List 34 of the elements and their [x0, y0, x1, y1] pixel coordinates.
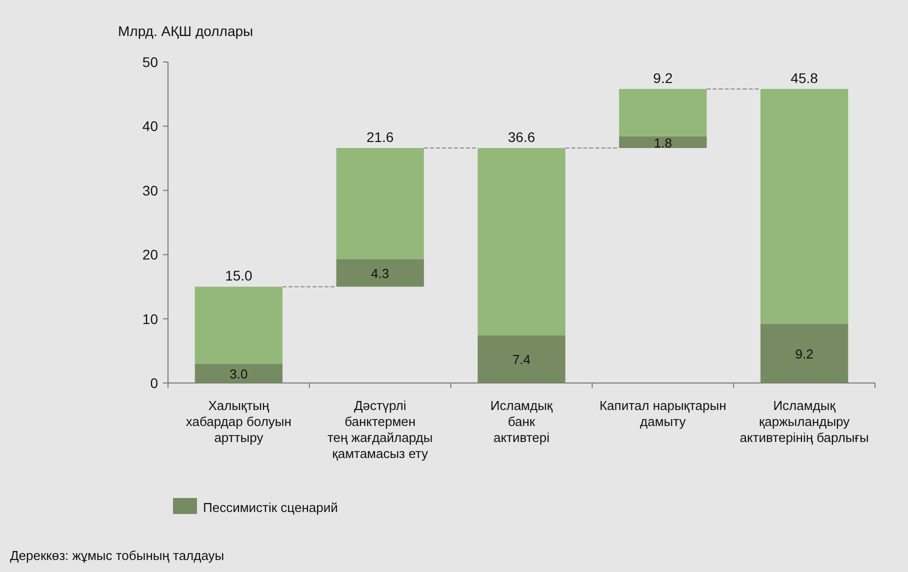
data-label: 7.4	[512, 352, 531, 368]
total-label: 9.2	[653, 70, 673, 86]
x-tick-label: Капитал нарықтарын дамыту	[599, 398, 726, 429]
bar	[478, 148, 566, 336]
y-tick-label: 50	[142, 54, 158, 70]
data-label: 3.0	[230, 366, 248, 382]
y-tick-label: 30	[142, 182, 158, 198]
bar	[478, 335, 566, 383]
y-tick-label: 10	[142, 310, 158, 327]
y-tick-label: 40	[142, 118, 158, 134]
legend-label: Пессимистік сценарий	[203, 500, 338, 515]
x-tick-label: Дәстүрлі банктермен тең жағдайларды қамтамасыз ету	[327, 398, 433, 461]
total-label: 45.8	[790, 70, 818, 86]
bar	[760, 88, 848, 324]
x-tick-label: Исламдық қаржыландыру активтерінің барлығы	[740, 398, 869, 445]
bar	[336, 259, 424, 287]
x-tick-label: Халықтың хабардар болуын арттыру	[186, 398, 292, 445]
text: Дереккөз: жұмыс тобының талдауы	[10, 548, 224, 563]
bar	[194, 364, 283, 383]
total-label: 36.6	[508, 129, 536, 146]
bar	[619, 136, 707, 148]
data-label: 9.2	[795, 346, 814, 362]
bar	[760, 324, 848, 383]
bar	[336, 148, 424, 260]
total-label: 15.0	[225, 268, 253, 284]
data-label: 4.3	[371, 266, 390, 281]
y-tick-label: 0	[150, 375, 158, 391]
total-label: 21.6	[366, 129, 394, 146]
bar	[194, 286, 283, 364]
x-tick-label: Исламдық банк активтері	[490, 398, 553, 445]
data-label: 1.8	[654, 135, 672, 150]
bar	[619, 88, 707, 136]
y-axis-title: Млрд. АҚШ доллары	[118, 23, 254, 39]
y-tick-label: 20	[142, 246, 158, 263]
